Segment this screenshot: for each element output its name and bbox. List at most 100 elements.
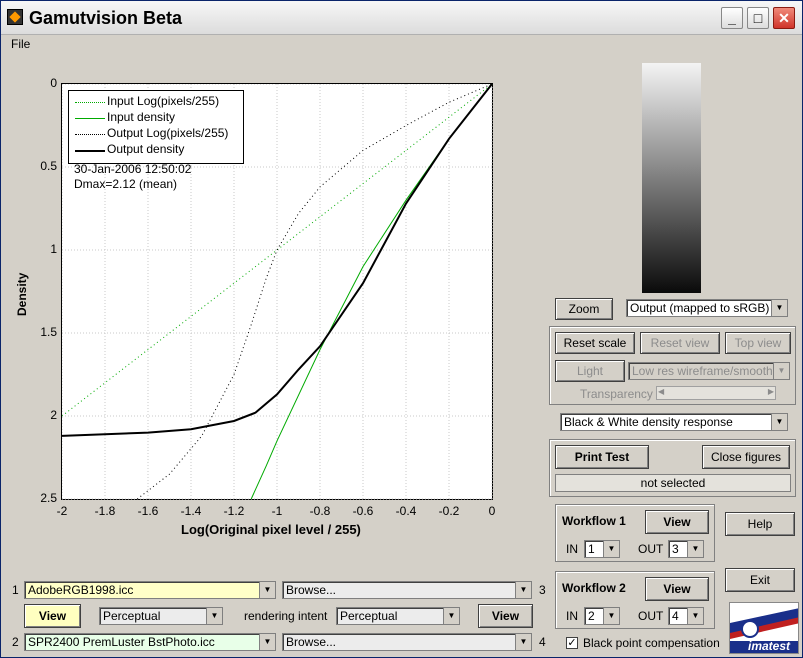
close-button[interactable]: ✕	[773, 7, 795, 29]
legend-line-1	[75, 102, 105, 103]
light-button[interactable]: Light	[555, 360, 625, 382]
workflow1-out-select[interactable]: 3 ▼	[668, 540, 704, 558]
chevron-down-icon: ▼	[687, 541, 703, 557]
intent-right-value: Perceptual	[340, 609, 398, 623]
workflow1-title: Workflow 1	[562, 514, 626, 528]
menu-file[interactable]: File	[11, 37, 31, 51]
render-mode-value: Low res wireframe/smooth	[632, 364, 773, 378]
window-title: Gamutvision Beta	[29, 8, 183, 28]
title-bar: Gamutvision Beta _ □ ✕	[1, 1, 802, 35]
x-tick-label: -1.8	[94, 504, 116, 518]
chevron-down-icon: ▼	[443, 608, 459, 624]
x-tick-label: -0.2	[438, 504, 460, 518]
workflow1-in-value: 1	[588, 542, 595, 556]
chevron-down-icon: ▼	[773, 363, 789, 379]
arrow-right-icon: ▶	[767, 387, 774, 396]
render-mode-select[interactable]: Low res wireframe/smooth ▼	[628, 362, 790, 380]
intent-left-value: Perceptual	[103, 609, 161, 623]
chevron-down-icon: ▼	[515, 582, 531, 598]
row4-number: 4	[539, 635, 546, 649]
x-tick-label: -0.8	[309, 504, 331, 518]
legend-label-4: Output density	[107, 142, 185, 156]
chevron-down-icon: ▼	[771, 300, 787, 316]
y-tick-label: 1.5	[40, 325, 57, 339]
chevron-down-icon: ▼	[259, 582, 275, 598]
intent-left-select[interactable]: Perceptual ▼	[99, 607, 223, 625]
print-test-button[interactable]: Print Test	[555, 445, 649, 469]
x-tick-label: -1.4	[180, 504, 202, 518]
row3-number: 3	[539, 583, 546, 597]
reset-scale-button[interactable]: Reset scale	[555, 332, 635, 354]
workflow2-panel: Workflow 2 View IN 2 ▼ OUT 4 ▼	[555, 571, 715, 629]
workflow1-in-label: IN	[566, 542, 578, 556]
row2-number: 2	[12, 635, 19, 649]
arrow-left-icon: ◀	[658, 387, 665, 396]
y-tick-label: 0	[50, 76, 57, 90]
tone-gradient-swatch	[642, 63, 701, 293]
y-tick-label: 2.5	[40, 491, 57, 505]
legend-label-1: Input Log(pixels/255)	[107, 94, 220, 108]
browse1-select[interactable]: Browse... ▼	[282, 581, 532, 599]
chevron-down-icon: ▼	[687, 608, 703, 624]
workflow2-title: Workflow 2	[562, 581, 626, 595]
workflow2-out-value: 4	[672, 609, 679, 623]
legend-line-2	[75, 118, 105, 119]
workflow2-view-button[interactable]: View	[645, 577, 709, 601]
maximize-button[interactable]: □	[747, 7, 769, 29]
profile2-select[interactable]: SPR2400 PremLuster BstPhoto.icc ▼	[24, 633, 276, 651]
y-tick-label: 0.5	[40, 159, 57, 173]
black-point-label: Black point compensation	[583, 636, 720, 650]
exit-button[interactable]: Exit	[725, 568, 795, 592]
x-tick-label: 0	[488, 504, 496, 518]
y-tick-label: 1	[50, 242, 57, 256]
workflow1-in-select[interactable]: 1 ▼	[584, 540, 620, 558]
minimize-button[interactable]: _	[721, 7, 743, 29]
browse2-select[interactable]: Browse... ▼	[282, 633, 532, 651]
black-point-checkbox[interactable]: ✓	[566, 637, 578, 649]
transparency-label: Transparency 1	[580, 387, 663, 401]
workflow2-in-label: IN	[566, 609, 578, 623]
profile1-select[interactable]: AdobeRGB1998.icc ▼	[24, 581, 276, 599]
chevron-down-icon: ▼	[206, 608, 222, 624]
output-mode-select[interactable]: Output (mapped to sRGB) ▼	[626, 299, 788, 317]
print-panel: Print Test Close figures not selected	[549, 439, 796, 497]
plot-date: 30-Jan-2006 12:50:02	[74, 162, 192, 176]
workflow2-in-select[interactable]: 2 ▼	[584, 607, 620, 625]
profile1-value: AdobeRGB1998.icc	[28, 583, 134, 597]
chevron-down-icon: ▼	[515, 634, 531, 650]
workflow1-view-button[interactable]: View	[645, 510, 709, 534]
view-right-button[interactable]: View	[478, 604, 533, 628]
app-icon	[7, 9, 23, 25]
plot-dmax: Dmax=2.12 (mean)	[74, 177, 178, 191]
series-line-4	[62, 84, 493, 437]
legend-line-3	[75, 134, 105, 135]
top-view-button[interactable]: Top view	[725, 332, 791, 354]
chevron-down-icon: ▼	[603, 541, 619, 557]
transparency-slider[interactable]: ◀ ▶	[656, 386, 776, 400]
output-mode-value: Output (mapped to sRGB)	[630, 301, 770, 315]
x-tick-label: -1	[271, 504, 283, 518]
zoom-button[interactable]: Zoom	[555, 298, 613, 320]
workflow1-out-label: OUT	[638, 542, 664, 556]
legend-label-3: Output Log(pixels/255)	[107, 126, 229, 140]
close-figures-button[interactable]: Close figures	[702, 445, 790, 469]
help-button[interactable]: Help	[725, 512, 795, 536]
series-line-2	[250, 84, 493, 500]
intent-right-select[interactable]: Perceptual ▼	[336, 607, 460, 625]
x-tick-label: -0.6	[352, 504, 374, 518]
row1-number: 1	[12, 583, 19, 597]
x-tick-label: -1.6	[137, 504, 159, 518]
x-tick-label: -2	[56, 504, 68, 518]
imatest-logo-graphic	[730, 608, 798, 653]
y-tick-label: 2	[50, 408, 57, 422]
workflow1-panel: Workflow 1 View IN 1 ▼ OUT 3 ▼	[555, 504, 715, 562]
menu-bar: File	[1, 35, 802, 55]
legend-label-2: Input density	[107, 110, 176, 124]
view-left-button[interactable]: View	[24, 604, 81, 628]
reset-view-button[interactable]: Reset view	[640, 332, 720, 354]
display-type-select[interactable]: Black & White density response ▼	[560, 413, 788, 431]
browse2-value: Browse...	[286, 635, 337, 649]
workflow2-out-select[interactable]: 4 ▼	[668, 607, 704, 625]
rendering-intent-label: rendering intent	[244, 609, 328, 623]
